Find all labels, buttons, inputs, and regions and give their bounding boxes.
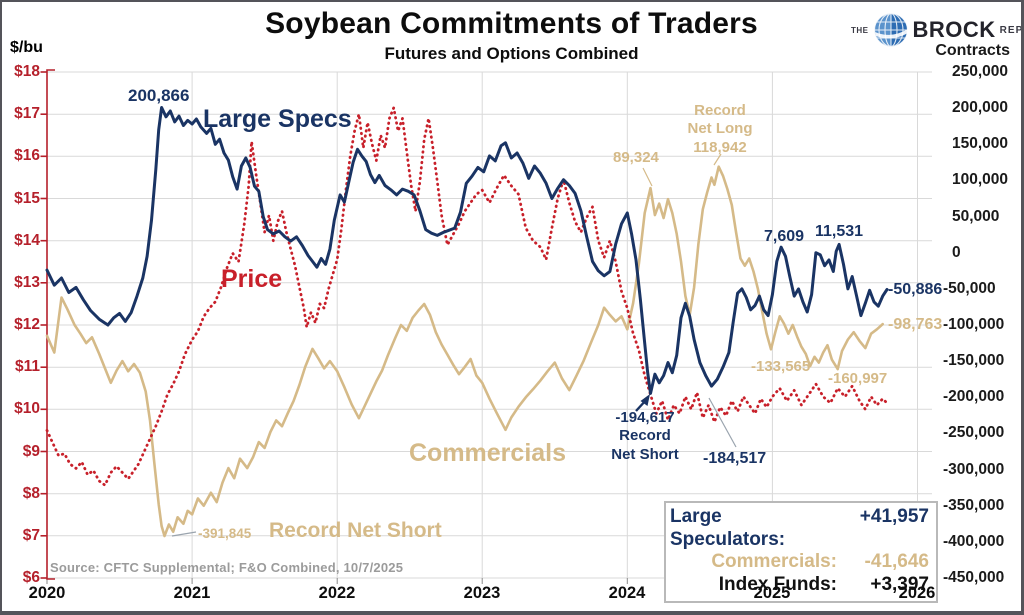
legend-row-label: Commercials:	[711, 551, 837, 572]
legend-row-value: +3,397	[870, 573, 929, 595]
logo-report-text: REPORT	[999, 24, 1024, 36]
right-axis-tick-label: 150,000	[952, 135, 1009, 152]
globe-icon	[873, 12, 908, 48]
right-axis-tick-label: -350,000	[943, 497, 1005, 514]
left-axis-tick-label: $8	[22, 485, 40, 502]
page-title: Soybean Commitments of Traders	[265, 7, 758, 40]
left-axis-tick-label: $17	[14, 105, 40, 122]
legend-row: Large Speculators: +41,957	[670, 506, 929, 551]
right-axis-tick-label: -450,000	[943, 569, 1005, 586]
brock-report-logo: THE BROCK REPORT	[851, 11, 1024, 49]
annotation-large-specs-latest: -50,886	[888, 281, 943, 298]
annotation-large-specs-record-net-short: -194,617 Record Net Short	[611, 409, 679, 463]
annotation-large-specs-7609: 7,609	[764, 228, 805, 245]
legend-row: Index Funds: +3,397	[670, 574, 929, 597]
legend-row-value: +41,957	[859, 506, 929, 527]
annotation-commercials-record-net-long: Record Net Long 118,942	[687, 102, 753, 156]
right-axis-tick-label: -200,000	[943, 388, 1005, 405]
left-axis-tick-label: $6	[22, 569, 40, 586]
series-label-price: Price	[221, 265, 283, 293]
right-axis-tick-label: 50,000	[952, 208, 1000, 225]
right-axis-tick-label: 250,000	[952, 63, 1009, 80]
right-axis-tick-label: -400,000	[943, 533, 1005, 550]
x-axis-tick-label: 2023	[463, 584, 501, 602]
page-subtitle: Futures and Options Combined	[384, 44, 639, 63]
annotation-commercials-133565: -133,565	[751, 358, 811, 375]
left-axis-tick-label: $10	[14, 400, 40, 417]
annotation-large-specs-record-high: 200,866	[128, 86, 190, 105]
x-axis-tick-label: 2024	[608, 584, 646, 602]
series-label-large-specs: Large Specs	[203, 105, 352, 133]
x-axis-tick-label: 2020	[28, 584, 66, 602]
right-axis-tick-label: -300,000	[943, 461, 1005, 478]
right-axis-unit: Contracts	[935, 42, 1010, 59]
right-axis-tick-label: -150,000	[943, 352, 1005, 369]
annotation-commercials-89324: 89,324	[613, 149, 659, 166]
right-axis-tick-label: 100,000	[952, 171, 1009, 188]
left-axis-tick-label: $13	[14, 274, 40, 291]
right-axis-tick-label: 0	[952, 244, 961, 261]
x-axis-tick-label: 2021	[173, 584, 211, 602]
left-axis-tick-label: $14	[14, 232, 40, 249]
left-axis-unit: $/bu	[10, 39, 43, 56]
x-axis-tick-label: 2025	[753, 584, 791, 602]
left-axis-tick-label: $16	[14, 147, 40, 164]
right-axis-tick-label: 200,000	[952, 99, 1009, 116]
legend-row-value: -41,646	[864, 551, 929, 572]
left-axis-tick-label: $18	[14, 63, 40, 80]
legend-row: Commercials: -41,646	[670, 551, 929, 574]
source-note: Source: CFTC Supplemental; F&O Combined,…	[50, 560, 404, 575]
annotation-large-specs-184517: -184,517	[703, 450, 767, 467]
annotation-commercials-160997: -160,997	[828, 370, 888, 387]
left-axis-tick-label: $15	[14, 190, 40, 207]
legend-box: Large Speculators: +41,957 Commercials: -41…	[664, 501, 938, 603]
right-axis-tick-label: -100,000	[943, 316, 1005, 333]
annotation-record-net-short-label: Record Net Short	[269, 519, 442, 542]
logo-brock-text: BROCK	[912, 17, 996, 42]
series-label-commercials: Commercials	[409, 439, 567, 467]
annotation-commercials-record-net-short-value: -391,845	[198, 526, 252, 541]
left-axis-tick-label: $9	[22, 443, 40, 460]
x-axis-tick-label: 2026	[898, 584, 936, 602]
left-axis-tick-label: $7	[22, 527, 40, 544]
annotation-commercials-latest: -98,763	[888, 316, 943, 333]
logo-the-text: THE	[851, 25, 869, 35]
legend-row-label: Large Speculators:	[670, 506, 786, 550]
left-axis-tick-label: $11	[14, 358, 40, 375]
right-axis-tick-label: -250,000	[943, 424, 1005, 441]
right-axis-tick-label: -50,000	[943, 280, 996, 297]
annotation-large-specs-11531: 11,531	[815, 223, 864, 240]
left-axis-tick-label: $12	[14, 316, 40, 333]
x-axis-tick-label: 2022	[318, 584, 356, 602]
legend-row-label: Index Funds:	[718, 573, 837, 595]
